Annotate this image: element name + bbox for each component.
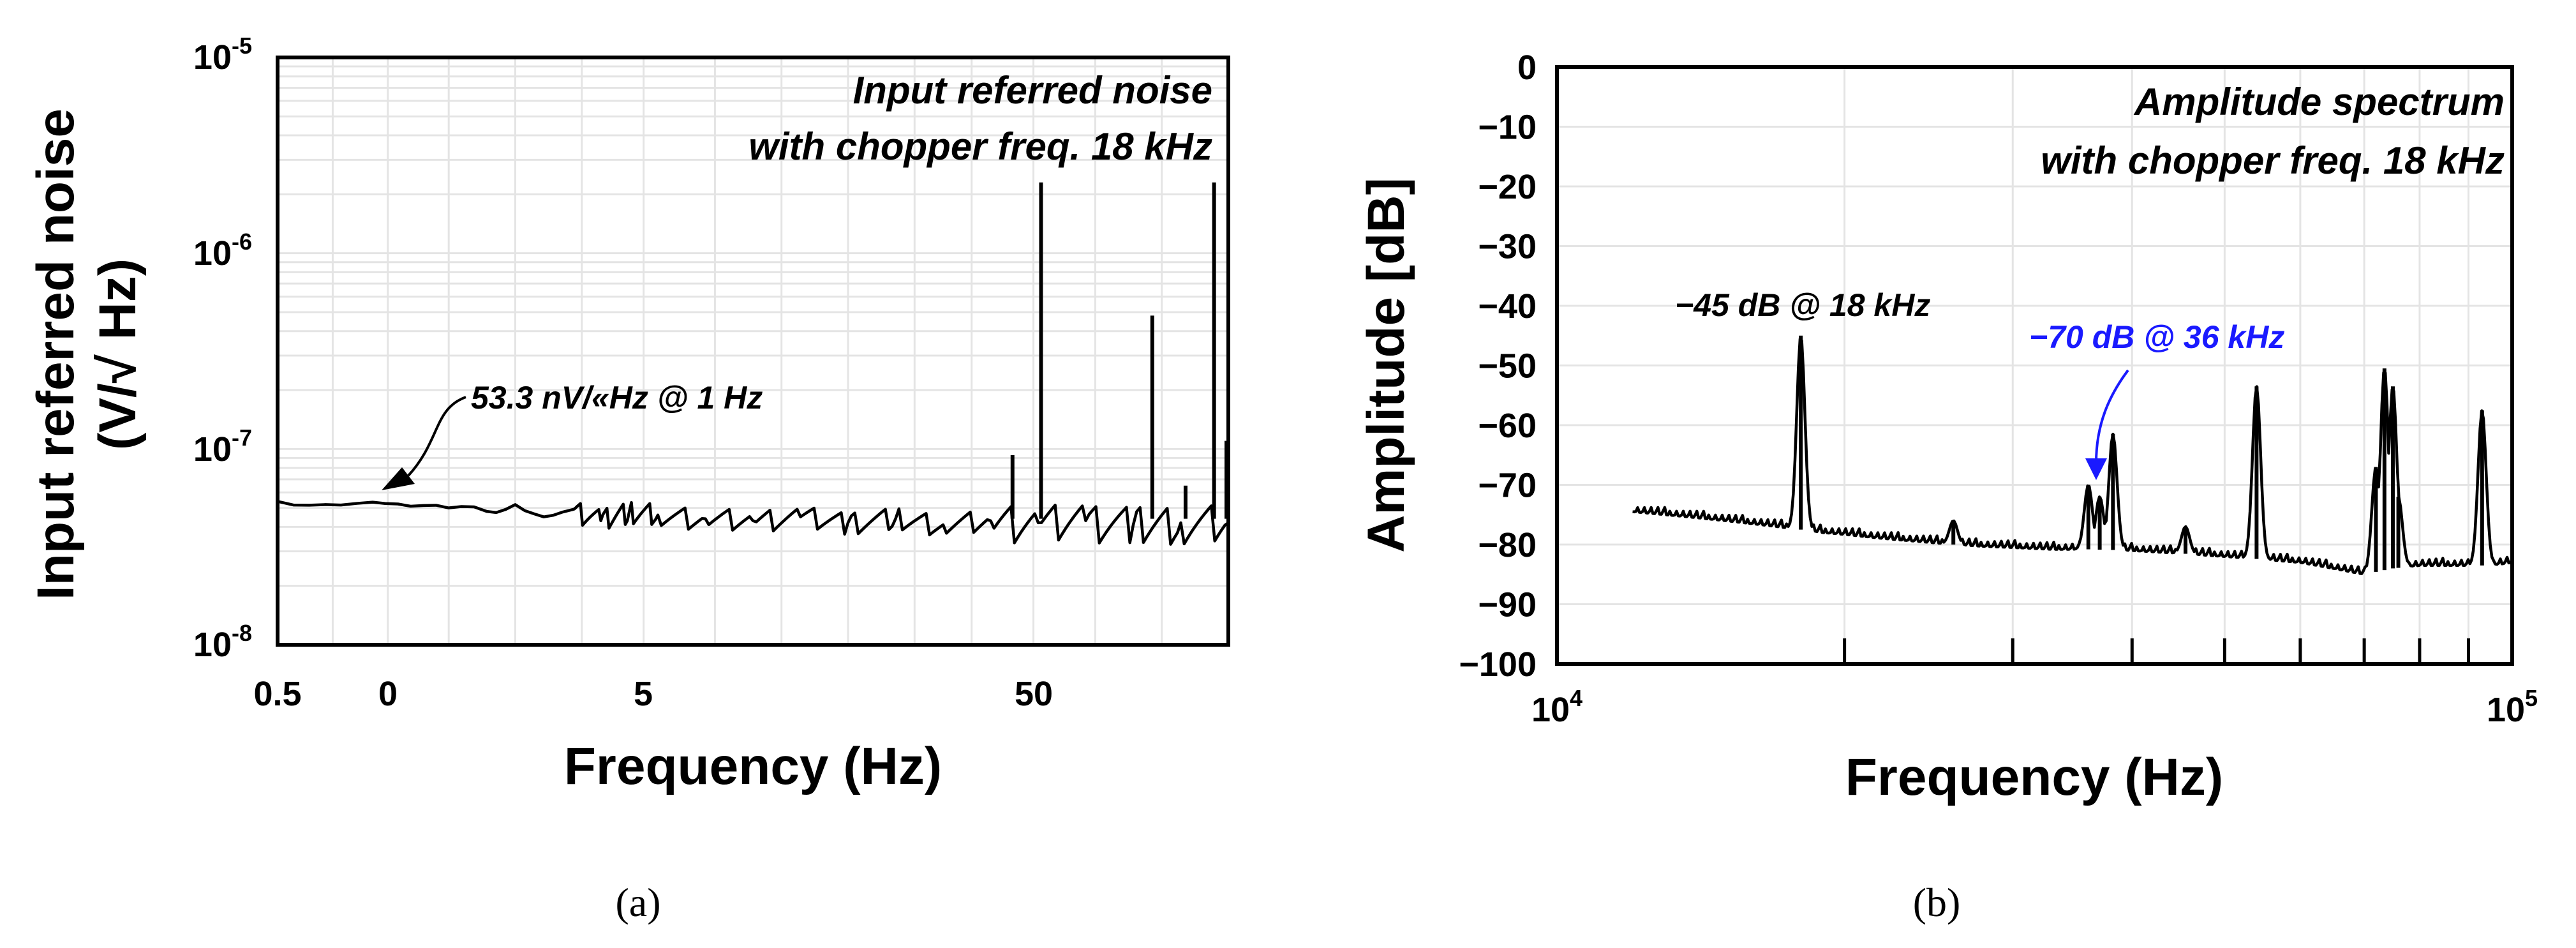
chart-a-x-tick-1: 0 bbox=[378, 675, 398, 713]
chart-b-annotation-18khz: −45 dB @ 18 kHz bbox=[1675, 287, 1930, 323]
chart-a-y-ticks: 10-5 10-6 10-7 10-8 bbox=[193, 33, 252, 664]
chart-b-y-tick-label: −50 bbox=[1478, 347, 1537, 386]
chart-a-y-axis-label-line-1: Input referred noise bbox=[27, 109, 85, 600]
chart-b-y-tick-label: −90 bbox=[1478, 586, 1537, 624]
chart-a-y-tick-1e-5: 10-5 bbox=[193, 33, 252, 77]
chart-a-annotation: 53.3 nV/«Hz @ 1 Hz bbox=[471, 380, 763, 416]
chart-a-x-tick-2: 5 bbox=[634, 675, 653, 713]
chart-b-y-tick-label: −80 bbox=[1478, 526, 1537, 564]
chart-a-title-line-2: with chopper freq. 18 kHz bbox=[748, 125, 1212, 168]
caption-a: (a) bbox=[615, 880, 660, 925]
chart-b-x-minor-ticks bbox=[1843, 638, 2471, 664]
chart-b-y-tick-label: −70 bbox=[1478, 467, 1537, 505]
chart-b-plot-frame bbox=[1555, 65, 2514, 666]
chart-a-annotation-arrowhead bbox=[382, 467, 415, 490]
chart-a-x-tick-0: 0.5 bbox=[253, 675, 301, 713]
chart-a-y-tick-1e-6: 10-6 bbox=[193, 229, 252, 273]
chart-b-y-tick-label: −20 bbox=[1478, 168, 1537, 206]
chart-a-y-axis-label-line-2: (V/√ Hz) bbox=[89, 259, 147, 450]
chart-b-y-ticks: 0 −10 −20 −30 −40 −50 −60 −70 −80 −90 −100 bbox=[1459, 49, 1537, 684]
chart-b-title-line-2: with chopper freq. 18 kHz bbox=[2041, 139, 2505, 182]
chart-b-spectrum-line bbox=[1632, 337, 2513, 575]
chart-a-plot-frame bbox=[276, 56, 1230, 647]
chart-a-grid bbox=[278, 57, 1228, 645]
chart-b-annotation-arrow bbox=[2095, 369, 2129, 463]
chart-b-y-tick-label: −10 bbox=[1478, 109, 1537, 147]
chart-a-y-tick-1e-8: 10-8 bbox=[193, 620, 252, 664]
chart-b-y-tick-label: 0 bbox=[1517, 49, 1537, 87]
chart-b-annotation-36khz: −70 dB @ 36 kHz bbox=[2029, 319, 2284, 355]
chart-b-y-tick-label: −60 bbox=[1478, 407, 1537, 445]
chart-b-y-tick-label: −100 bbox=[1459, 645, 1537, 684]
chart-a-x-axis-label: Frequency (Hz) bbox=[564, 737, 942, 795]
chart-a-noise-line bbox=[277, 500, 1230, 546]
chart-a-y-tick-1e-7: 10-7 bbox=[193, 425, 252, 469]
chart-b: 0 −10 −20 −30 −40 −50 −60 −70 −80 −90 −100 104 105… bbox=[1357, 49, 2538, 925]
chart-a-title-line-1: Input referred noise bbox=[853, 69, 1212, 112]
chart-b-x-tick-1e4: 104 bbox=[1531, 685, 1582, 729]
chart-b-title-line-1: Amplitude spectrum bbox=[2133, 80, 2505, 123]
chart-b-y-tick-label: −40 bbox=[1478, 287, 1537, 326]
chart-b-y-tick-label: −30 bbox=[1478, 228, 1537, 266]
chart-b-y-axis-label: Amplitude [dB] bbox=[1357, 177, 1415, 553]
chart-b-x-tick-1e5: 105 bbox=[2487, 685, 2538, 729]
chart-b-annotation-arrowhead bbox=[2085, 458, 2107, 480]
chart-b-grid bbox=[1557, 67, 2512, 664]
chart-b-spectrum-trace bbox=[1632, 335, 2513, 575]
chart-a-annotation-arrow bbox=[407, 396, 466, 477]
chart-a-noise-trace bbox=[277, 500, 1230, 546]
chart-a-x-tick-3: 50 bbox=[1015, 675, 1053, 713]
chart-b-x-axis-label: Frequency (Hz) bbox=[1845, 748, 2223, 806]
chart-a: 10-5 10-6 10-7 10-8 0.5 0 5 50 Input ref… bbox=[27, 33, 1230, 925]
chart-a-x-ticks: 0.5 0 5 50 bbox=[253, 675, 1053, 713]
caption-b: (b) bbox=[1913, 880, 1961, 925]
